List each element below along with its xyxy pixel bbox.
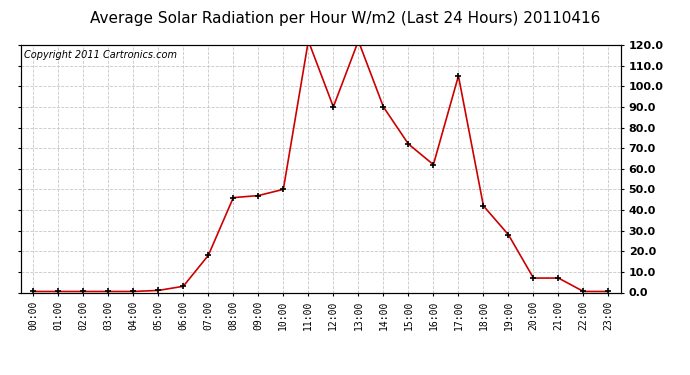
Text: Average Solar Radiation per Hour W/m2 (Last 24 Hours) 20110416: Average Solar Radiation per Hour W/m2 (L… bbox=[90, 11, 600, 26]
Text: Copyright 2011 Cartronics.com: Copyright 2011 Cartronics.com bbox=[23, 50, 177, 60]
